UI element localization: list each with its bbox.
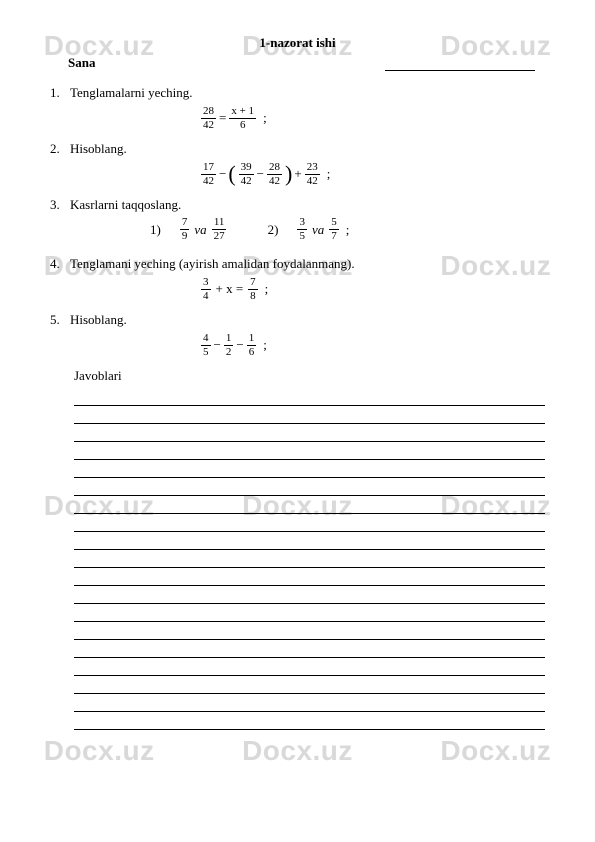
problem-3-sub2: 2) 35 va 57 ; [268,217,350,242]
answer-line [74,694,545,712]
problem-1: 1. Tenglamalarni yeching. 2842 = x + 16 … [50,85,545,131]
watermark: Docx.uz [44,735,155,767]
answer-line [74,442,545,460]
problem-text: Hisoblang. [70,141,127,157]
problem-3-sub1: 1) 79 va 1127 [150,217,228,242]
problem-1-formula: 2842 = x + 16 ; [50,105,545,131]
problem-3-subs: 1) 79 va 1127 2) 35 va 57 ; [50,217,545,242]
answer-line [74,622,545,640]
watermark: Docx.uz [242,735,353,767]
right-paren: ) [285,165,292,183]
answer-line [74,496,545,514]
problem-2: 2. Hisoblang. 1742 − ( 3942 − 2842 ) + 2… [50,141,545,187]
watermark-row-4: Docx.uz Docx.uz Docx.uz [0,735,595,767]
answer-line [74,460,545,478]
answer-line [74,658,545,676]
problem-text: Tenglamalarni yeching. [70,85,193,101]
watermark: Docx.uz [440,735,551,767]
problem-text: Kasrlarni taqqoslang. [70,197,181,213]
answer-line [74,532,545,550]
problem-number: 1. [50,85,64,101]
answer-line [74,568,545,586]
problem-number: 2. [50,141,64,157]
problem-number: 5. [50,312,64,328]
problem-3: 3. Kasrlarni taqqoslang. 1) 79 va 1127 2… [50,197,545,242]
answer-line [74,550,545,568]
problem-5: 5. Hisoblang. 45 − 12 − 16 ; [50,312,545,358]
answer-line [74,712,545,730]
answer-line [74,640,545,658]
left-paren: ( [228,165,235,183]
problem-number: 4. [50,256,64,272]
problem-2-formula: 1742 − ( 3942 − 2842 ) + 2342 ; [50,161,545,187]
answer-line [74,388,545,406]
answer-line [74,514,545,532]
date-blank-line [385,59,535,71]
problem-4-formula: 34 + x = 78 ; [50,276,545,302]
date-label: Sana [68,55,95,71]
answer-line [74,424,545,442]
answers-label: Javoblari [50,368,545,384]
answer-line [74,604,545,622]
answer-line [74,406,545,424]
answer-line [74,478,545,496]
page-title: 1-nazorat ishi [50,35,545,51]
answer-lines [50,388,545,730]
date-row: Sana [50,55,545,71]
problem-4: 4. Tenglamani yeching (ayirish amalidan … [50,256,545,302]
problem-number: 3. [50,197,64,213]
problem-text: Tenglamani yeching (ayirish amalidan foy… [70,256,355,272]
page-content: 1-nazorat ishi Sana 1. Tenglamalarni yec… [50,35,545,730]
answer-line [74,586,545,604]
problem-5-formula: 45 − 12 − 16 ; [50,332,545,358]
problem-text: Hisoblang. [70,312,127,328]
answer-line [74,676,545,694]
